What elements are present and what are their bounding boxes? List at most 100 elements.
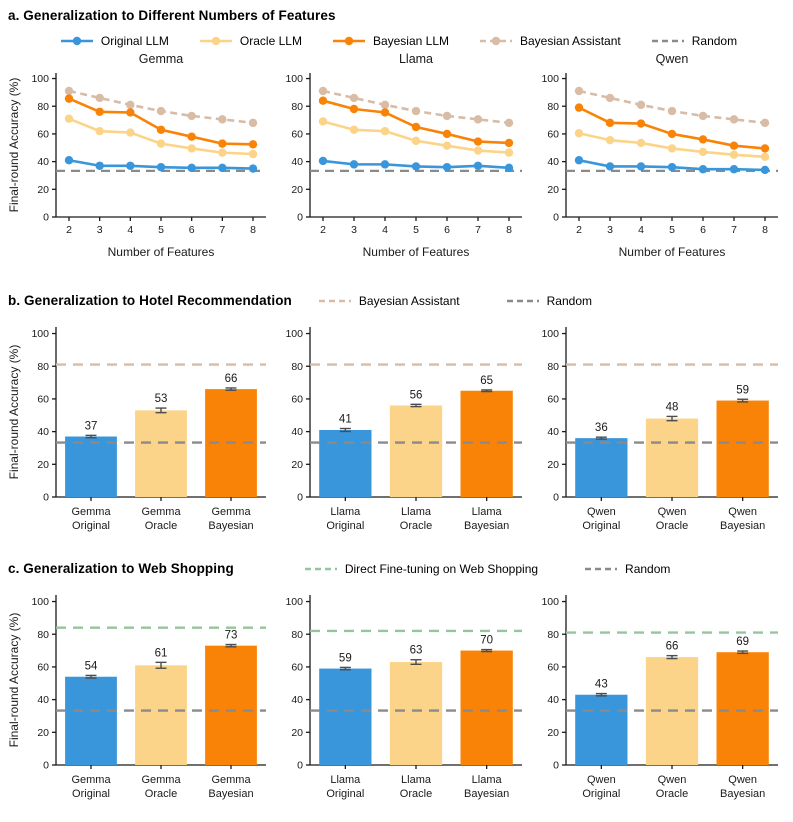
- svg-text:40: 40: [291, 694, 303, 706]
- legend-item-direct-finetuning: Direct Fine-tuning on Web Shopping: [304, 562, 538, 576]
- svg-text:40: 40: [547, 156, 559, 168]
- svg-text:4: 4: [638, 224, 644, 236]
- svg-text:6: 6: [189, 224, 195, 236]
- svg-text:0: 0: [43, 212, 49, 224]
- svg-text:80: 80: [547, 629, 559, 641]
- svg-text:40: 40: [291, 156, 303, 168]
- svg-text:8: 8: [506, 224, 512, 236]
- svg-text:4: 4: [382, 224, 388, 236]
- svg-text:Bayesian: Bayesian: [720, 788, 765, 800]
- svg-text:Oracle: Oracle: [145, 520, 177, 532]
- panel-a-charts: Gemma 0 20 40 60 80 100 2 3 4 5 6 7 8 Number of Featur…: [6, 49, 791, 263]
- svg-text:59: 59: [736, 384, 749, 396]
- svg-text:Oracle: Oracle: [656, 788, 688, 800]
- line-chart-gemma: Gemma 0 20 40 60 80 100 2 3 4 5 6 7 8 Number of Featur…: [7, 52, 266, 259]
- panel-b: b. Generalization to Hotel Recommendatio…: [6, 293, 791, 553]
- legend-label: Bayesian Assistant: [520, 34, 621, 48]
- svg-text:3: 3: [351, 224, 357, 236]
- svg-text:100: 100: [31, 328, 49, 340]
- svg-text:6: 6: [700, 224, 706, 236]
- legend-label: Random: [691, 34, 738, 48]
- svg-text:80: 80: [547, 101, 559, 113]
- svg-text:5: 5: [669, 224, 675, 236]
- svg-text:60: 60: [547, 394, 559, 406]
- svg-text:100: 100: [541, 73, 559, 85]
- svg-text:Qwen: Qwen: [587, 506, 616, 518]
- svg-text:37: 37: [85, 420, 98, 432]
- svg-text:48: 48: [666, 401, 679, 413]
- svg-text:Qwen: Qwen: [656, 52, 689, 66]
- svg-text:0: 0: [43, 760, 49, 772]
- svg-text:2: 2: [320, 224, 326, 236]
- svg-text:8: 8: [250, 224, 256, 236]
- svg-text:53: 53: [155, 393, 168, 405]
- svg-text:20: 20: [37, 727, 49, 739]
- panel-c-title: c. Generalization to Web Shopping: [8, 561, 234, 576]
- svg-text:Qwen: Qwen: [728, 774, 757, 786]
- svg-text:60: 60: [291, 394, 303, 406]
- svg-text:70: 70: [480, 635, 493, 647]
- svg-text:4: 4: [127, 224, 133, 236]
- svg-text:63: 63: [410, 645, 423, 657]
- svg-text:Qwen: Qwen: [728, 506, 757, 518]
- line-chart-qwen: Qwen 0 20 40 60 80 100 2 3 4 5 6 7 8 Number of Feature…: [541, 52, 778, 259]
- svg-text:Gemma: Gemma: [71, 774, 111, 786]
- svg-text:20: 20: [547, 459, 559, 471]
- svg-text:Original: Original: [72, 788, 110, 800]
- panel-c: c. Generalization to Web Shopping Direct…: [6, 561, 791, 821]
- svg-text:0: 0: [553, 760, 559, 772]
- svg-text:2: 2: [66, 224, 72, 236]
- panel-c-charts: 0 20 40 60 80 100 Final-round Accuracy (%) 54 Ge…: [6, 581, 791, 821]
- random-swatch-icon: [584, 563, 618, 575]
- bar-chart-hotel-qwen: 0 20 40 60 80 100 36 Qwen Original 48 Qwen Oracle 59…: [541, 327, 778, 532]
- legend-label: Bayesian LLM: [372, 34, 449, 48]
- svg-text:0: 0: [297, 492, 303, 504]
- svg-text:20: 20: [37, 184, 49, 196]
- svg-text:3: 3: [97, 224, 103, 236]
- svg-text:8: 8: [762, 224, 768, 236]
- legend-item-original-llm: Original LLM: [60, 34, 169, 48]
- svg-text:Llama: Llama: [399, 52, 433, 66]
- legend-label: Random: [625, 561, 671, 576]
- svg-text:5: 5: [158, 224, 164, 236]
- svg-text:Original: Original: [326, 788, 364, 800]
- svg-text:40: 40: [37, 156, 49, 168]
- svg-text:61: 61: [155, 647, 168, 659]
- svg-text:Oracle: Oracle: [400, 520, 432, 532]
- svg-text:20: 20: [291, 727, 303, 739]
- svg-text:80: 80: [37, 361, 49, 373]
- svg-text:60: 60: [547, 662, 559, 674]
- svg-text:66: 66: [225, 373, 238, 385]
- svg-text:0: 0: [43, 492, 49, 504]
- svg-text:Number of Features: Number of Features: [108, 245, 215, 259]
- svg-text:100: 100: [541, 596, 559, 608]
- panel-b-title: b. Generalization to Hotel Recommendatio…: [8, 293, 292, 308]
- svg-text:Original: Original: [326, 520, 364, 532]
- line-chart-llama: Llama 0 20 40 60 80 100 2 3 4 5 6 7 8 Number of Featur…: [285, 52, 522, 259]
- direct-finetuning-swatch-icon: [304, 563, 338, 575]
- panel-b-header: b. Generalization to Hotel Recommendatio…: [8, 293, 791, 308]
- svg-text:65: 65: [480, 375, 493, 387]
- legend-item-bayesian-llm: Bayesian LLM: [332, 34, 449, 48]
- random-swatch-icon: [506, 295, 540, 307]
- svg-text:60: 60: [547, 129, 559, 141]
- svg-text:80: 80: [37, 101, 49, 113]
- svg-text:80: 80: [291, 101, 303, 113]
- svg-text:100: 100: [285, 328, 303, 340]
- svg-text:Llama: Llama: [472, 774, 503, 786]
- svg-text:40: 40: [547, 694, 559, 706]
- random-swatch-icon: [651, 35, 685, 47]
- svg-text:80: 80: [37, 629, 49, 641]
- svg-text:80: 80: [291, 361, 303, 373]
- svg-text:Bayesian: Bayesian: [720, 520, 765, 532]
- svg-text:0: 0: [297, 212, 303, 224]
- panel-a-title: a. Generalization to Different Numbers o…: [8, 8, 336, 23]
- svg-text:40: 40: [37, 426, 49, 438]
- svg-text:Bayesian: Bayesian: [208, 788, 253, 800]
- svg-text:Qwen: Qwen: [658, 506, 687, 518]
- svg-text:Bayesian: Bayesian: [464, 788, 509, 800]
- svg-text:5: 5: [413, 224, 419, 236]
- bar-chart-webshop-gemma: 0 20 40 60 80 100 Final-round Accuracy (%) 54 Ge…: [7, 595, 266, 800]
- svg-text:59: 59: [339, 652, 352, 664]
- svg-text:Gemma: Gemma: [139, 52, 184, 66]
